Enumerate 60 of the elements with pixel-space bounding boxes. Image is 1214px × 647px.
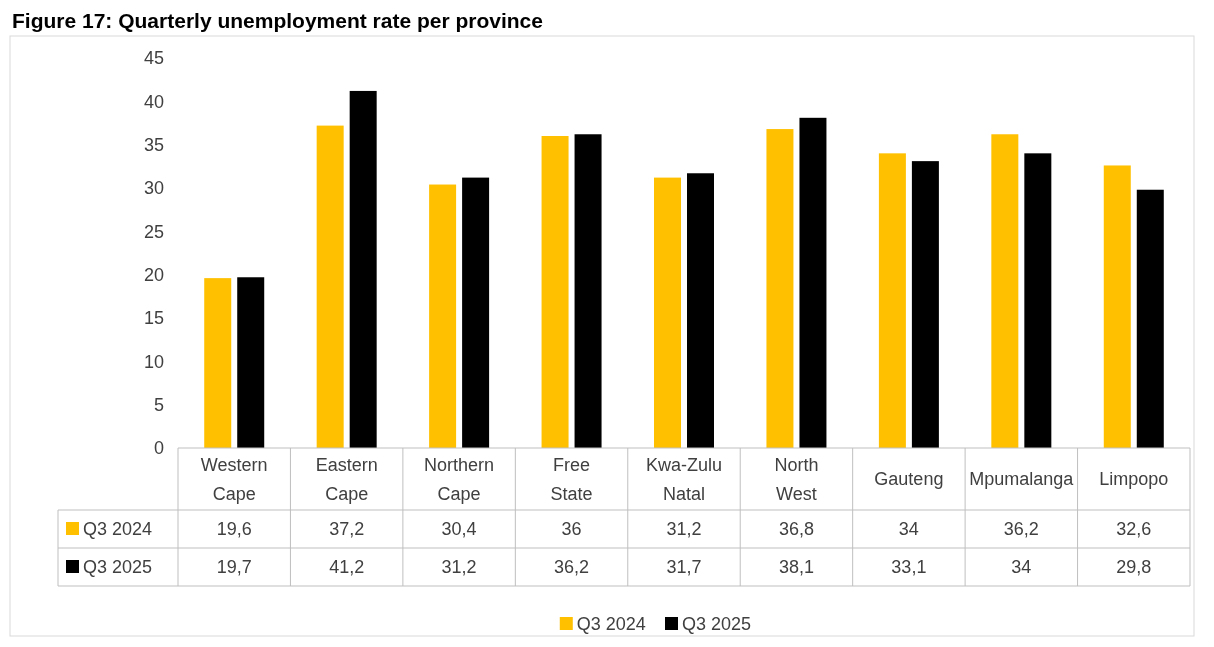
bar <box>462 177 490 448</box>
data-label: 36,2 <box>1003 519 1039 540</box>
data-label: 36,8 <box>778 519 814 540</box>
data-label: 41,2 <box>329 557 365 578</box>
data-label: 31,2 <box>666 519 702 540</box>
bar <box>654 177 681 448</box>
data-label: 34 <box>898 519 919 540</box>
bar <box>349 90 377 448</box>
y-tick-label: 15 <box>143 308 164 329</box>
bar <box>878 153 906 448</box>
bar <box>429 184 457 448</box>
data-label: 19,6 <box>216 519 252 540</box>
data-label: 37,2 <box>329 519 365 540</box>
data-label: 32,6 <box>1116 519 1152 540</box>
x-tick-label: Western Cape <box>200 455 268 505</box>
y-tick-label: 0 <box>153 438 164 459</box>
y-tick-label: 30 <box>143 178 164 199</box>
bar <box>766 129 794 448</box>
x-tick-label: Northern Cape <box>424 455 495 505</box>
x-tick-label: Kwa-Zulu Natal <box>645 455 723 505</box>
data-label: 36 <box>561 519 582 540</box>
data-label: 38,1 <box>778 557 814 578</box>
y-tick-label: 45 <box>143 48 164 69</box>
bar <box>991 134 1019 448</box>
chart-title: Figure 17: Quarterly unemployment rate per province <box>12 9 543 32</box>
data-label: 36,2 <box>554 557 590 578</box>
y-tick-label: 35 <box>143 134 164 155</box>
x-tick-label: Gauteng <box>874 469 944 490</box>
bar <box>574 134 602 448</box>
bar <box>1103 165 1131 448</box>
data-label: 19,7 <box>216 557 252 578</box>
text: Q3 2024 <box>576 614 646 635</box>
legend-label: Q3 2025 <box>83 557 153 578</box>
bar <box>1024 153 1052 448</box>
bar <box>1136 189 1164 448</box>
data-label: 29,8 <box>1116 557 1152 578</box>
bar <box>687 173 714 448</box>
bar <box>237 277 265 448</box>
legend-label: Q3 2024 <box>83 519 153 540</box>
data-label: 33,1 <box>891 557 927 578</box>
y-tick-label: 25 <box>143 221 164 242</box>
data-label: 31,2 <box>441 557 477 578</box>
y-tick-label: 10 <box>143 351 164 372</box>
bar <box>799 117 827 448</box>
x-tick-label: Eastern Cape <box>315 455 378 505</box>
y-tick-label: 20 <box>143 264 164 285</box>
bar <box>204 278 232 448</box>
y-tick-label: 5 <box>153 394 164 415</box>
data-label: 34 <box>1011 557 1032 578</box>
x-tick-label: North West <box>774 455 819 505</box>
x-tick-label: Limpopo <box>1099 469 1169 490</box>
x-tick-label: Free State <box>550 455 593 505</box>
y-tick-label: 40 <box>143 91 164 112</box>
x-tick-label: Mpumalanga <box>969 469 1075 490</box>
bar <box>541 136 569 448</box>
data-label: 30,4 <box>441 519 477 540</box>
bar <box>911 161 939 448</box>
bar <box>316 125 344 448</box>
text: Q3 2025 <box>682 614 752 635</box>
data-label: 31,7 <box>666 557 702 578</box>
